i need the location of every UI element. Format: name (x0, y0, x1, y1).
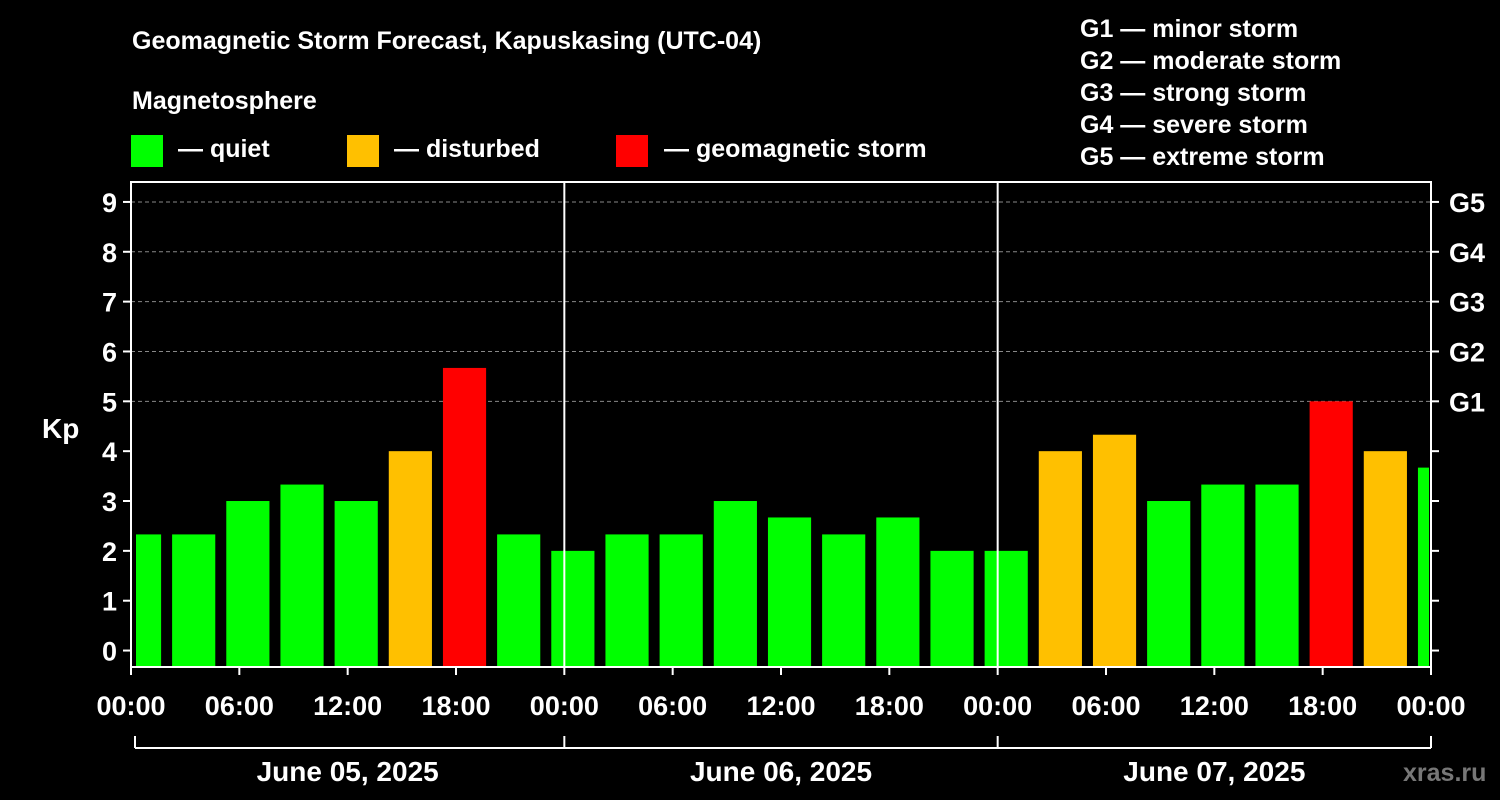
y-tick-label: 7 (102, 288, 117, 318)
bar (713, 501, 757, 667)
day-axis: June 05, 2025 June 06, 2025 June 07, 2025 (134, 736, 1432, 787)
bar (1201, 484, 1245, 667)
bar (659, 534, 703, 667)
bar (497, 534, 541, 667)
x-tick-label: 06:00 (638, 691, 707, 721)
x-tick-label: 00:00 (1396, 691, 1465, 721)
bar (1038, 451, 1082, 667)
x-tick-label: 18:00 (1288, 691, 1357, 721)
y-axis-label: Kp (42, 413, 79, 444)
x-tick-label: 00:00 (96, 691, 165, 721)
storm-scale-g1: G1 — minor storm (1080, 15, 1298, 43)
legend-label-storm: — geomagnetic storm (664, 135, 927, 163)
x-tick-label: 06:00 (1071, 691, 1140, 721)
x-tick-label: 00:00 (530, 691, 599, 721)
y-tick-label: 9 (102, 188, 117, 218)
bar (1363, 451, 1407, 667)
bar (767, 517, 812, 667)
x-tick-label: 18:00 (855, 691, 924, 721)
legend-swatch-quiet (131, 135, 163, 167)
legend-item-disturbed: — disturbed (347, 135, 540, 167)
legend: — quiet — disturbed — geomagnetic storm (131, 135, 927, 167)
storm-level-axis: G1 G2 G3 G4 G5 (1431, 188, 1485, 652)
y-tick-label: 2 (102, 537, 117, 567)
y-tick-label: 0 (102, 637, 117, 667)
x-axis: 00:00 06:00 12:00 18:00 00:00 06:00 12:00 18:00… (96, 667, 1466, 721)
storm-level-label: G1 (1449, 387, 1485, 417)
bar (1092, 434, 1137, 667)
day-label: June 06, 2025 (690, 756, 872, 787)
storm-level-label: G4 (1449, 238, 1485, 268)
legend-item-storm: — geomagnetic storm (616, 135, 927, 167)
storm-level-label: G3 (1449, 288, 1485, 318)
bar (605, 534, 649, 667)
bar (984, 550, 1028, 667)
bar (172, 534, 216, 667)
storm-scale-g2: G2 — moderate storm (1080, 47, 1341, 75)
bar (226, 501, 270, 667)
y-axis: 0 1 2 3 4 5 6 7 8 9 (102, 188, 131, 667)
x-tick-label: 12:00 (1180, 691, 1249, 721)
legend-item-quiet: — quiet (131, 135, 270, 167)
y-tick-label: 3 (102, 487, 117, 517)
bar (334, 501, 378, 667)
bar (388, 451, 432, 667)
legend-swatch-storm (616, 135, 648, 167)
x-tick-label: 00:00 (963, 691, 1032, 721)
gridlines (131, 201, 1431, 402)
chart-title: Geomagnetic Storm Forecast, Kapuskasing … (132, 27, 761, 55)
bar (280, 484, 324, 667)
x-tick-label: 18:00 (421, 691, 490, 721)
storm-scale: G1 — minor storm G2 — moderate storm G3 … (1080, 15, 1341, 171)
watermark: xras.ru (1403, 759, 1486, 787)
bar (930, 550, 974, 667)
storm-level-label: G5 (1449, 188, 1485, 218)
bar (1147, 501, 1191, 667)
y-tick-label: 6 (102, 337, 117, 367)
storm-scale-g3: G3 — strong storm (1080, 79, 1306, 107)
y-tick-label: 1 (102, 587, 117, 617)
bar (1309, 401, 1353, 667)
bar (136, 534, 162, 667)
legend-swatch-disturbed (347, 135, 379, 167)
y-tick-label: 5 (102, 387, 117, 417)
bar (442, 367, 487, 667)
x-tick-label: 12:00 (746, 691, 815, 721)
bar (822, 534, 866, 667)
day-label: June 07, 2025 (1123, 756, 1305, 787)
storm-scale-g4: G4 — severe storm (1080, 111, 1308, 139)
x-tick-label: 06:00 (205, 691, 274, 721)
day-label: June 05, 2025 (257, 756, 439, 787)
y-tick-label: 8 (102, 238, 117, 268)
bar (1417, 467, 1429, 667)
bars (136, 367, 1429, 667)
storm-scale-g5: G5 — extreme storm (1080, 143, 1325, 171)
bar (876, 517, 920, 667)
bar (1255, 484, 1299, 667)
bar (551, 550, 595, 667)
x-tick-label: 12:00 (313, 691, 382, 721)
storm-level-label: G2 (1449, 337, 1485, 367)
legend-heading: Magnetosphere (132, 87, 317, 115)
legend-label-disturbed: — disturbed (394, 135, 540, 163)
legend-label-quiet: — quiet (178, 135, 270, 163)
y-tick-label: 4 (102, 437, 117, 467)
